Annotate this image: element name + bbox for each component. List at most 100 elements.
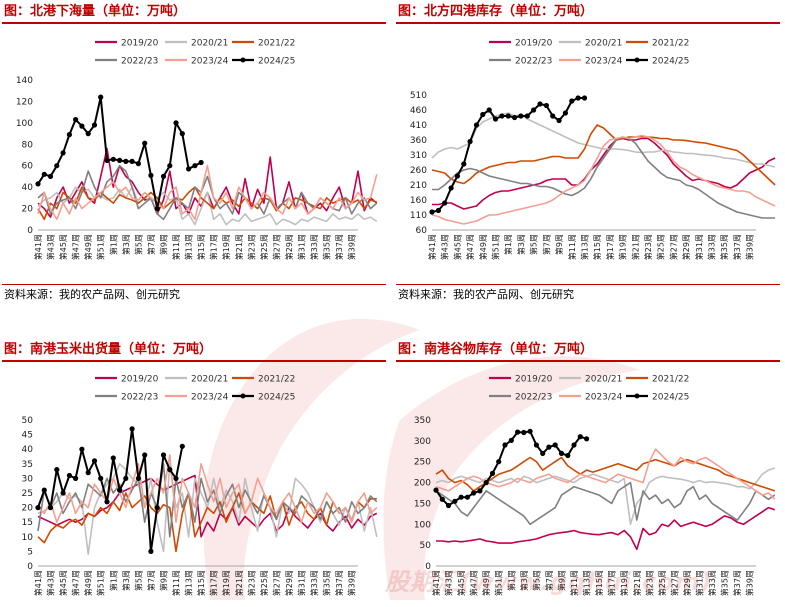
data-point [489, 470, 496, 476]
x-tick-label: 第39周 [745, 570, 755, 596]
data-point [54, 163, 60, 169]
legend-entry-2024-25: 2024/25 [232, 393, 295, 403]
x-tick-label: 第9周 [556, 570, 566, 591]
legend-label: 2024/25 [652, 57, 689, 67]
x-tick-label: 第29周 [682, 570, 692, 596]
x-tick-label: 第29周 [284, 234, 294, 260]
data-point [73, 475, 79, 481]
x-tick-label: 第37周 [334, 570, 344, 596]
legend-label: 2019/20 [515, 39, 553, 49]
series-line-2019-20 [436, 506, 776, 551]
x-tick-label: 第21周 [234, 570, 244, 596]
data-point [60, 150, 66, 156]
data-point [527, 428, 533, 434]
data-point [79, 446, 85, 452]
legend-entry-2019-20: 2019/20 [95, 39, 159, 49]
data-point [104, 499, 110, 505]
x-tick-label: 第31周 [695, 570, 705, 596]
x-tick-label: 第17周 [607, 570, 617, 596]
data-point [429, 209, 435, 215]
x-tick-label: 第11周 [569, 570, 579, 596]
x-tick-label: 第27周 [271, 570, 281, 596]
data-point [35, 505, 41, 511]
title-rule [396, 360, 780, 362]
data-point [66, 132, 72, 138]
legend-label: 2020/21 [585, 39, 622, 49]
y-tick-label: 250 [414, 458, 431, 468]
x-tick-label: 第51周 [494, 570, 504, 596]
data-point [499, 113, 505, 119]
data-point [439, 496, 445, 502]
data-point [477, 488, 483, 494]
series-line-2023-24 [431, 134, 776, 225]
x-tick-label: 第13周 [579, 234, 589, 260]
data-point [581, 95, 588, 101]
chart-title-south-port-corn-shipments: 图：南港玉米出货量（单位：万吨） [4, 342, 213, 357]
series-line-2023-24 [37, 164, 378, 221]
x-tick-label: 第29周 [681, 234, 691, 260]
x-tick-label: 第35周 [720, 570, 730, 596]
x-tick-label: 第25周 [259, 570, 269, 596]
x-tick-label: 第27周 [271, 234, 281, 260]
legend-label: 2021/22 [258, 375, 295, 385]
data-point [85, 470, 91, 476]
data-point [550, 113, 556, 119]
legend-entry-2019-20: 2019/20 [489, 39, 553, 49]
x-tick-label: 第23周 [246, 570, 256, 596]
y-tick-label: 10 [22, 533, 34, 543]
legend-entry-2024-25: 2024/25 [626, 393, 689, 403]
chart-north-port-shipments: 2019/20 2020/21 2021/22 2022/23 2023/24 2024/… [16, 39, 378, 260]
x-tick-label: 第35周 [322, 570, 332, 596]
data-point [98, 94, 104, 100]
legend-entry-2023-24: 2023/24 [559, 57, 623, 67]
data-point [60, 490, 66, 496]
x-tick-label: 第3周 [516, 234, 526, 255]
y-tick-label: 360 [410, 136, 427, 146]
x-tick-label: 第25周 [259, 234, 269, 260]
x-tick-label: 第23周 [246, 234, 256, 260]
x-tick-label: 第33周 [309, 234, 319, 260]
x-tick-label: 第11周 [171, 234, 181, 260]
x-tick-label: 第51周 [96, 234, 106, 260]
legend-entry-2022-23: 2022/23 [95, 57, 158, 67]
x-tick-label: 第37周 [732, 234, 742, 260]
data-point [508, 437, 514, 443]
legend-label: 2019/20 [121, 39, 159, 49]
data-point [186, 166, 192, 172]
x-tick-label: 第41周 [427, 234, 437, 260]
y-tick-label: 60 [22, 162, 34, 172]
legend-entry-2021-22: 2021/22 [626, 375, 689, 385]
source-rule [396, 284, 780, 285]
chart-title-north-port-shipments: 图：北港下海量（单位：万吨） [4, 4, 187, 19]
x-tick-label: 第3周 [519, 570, 529, 591]
x-tick-label: 第13周 [582, 570, 592, 596]
series-line-2021-22 [37, 186, 378, 221]
data-point [148, 548, 154, 554]
series-line-2024-25 [37, 427, 184, 553]
data-point [129, 426, 135, 432]
series-line-2023-24 [37, 454, 378, 523]
y-tick-label: 410 [410, 121, 427, 131]
data-point [505, 113, 511, 119]
legend-entry-2022-23: 2022/23 [489, 393, 552, 403]
x-tick-label: 第41周 [33, 570, 43, 596]
data-point [552, 442, 558, 448]
legend-entry-2024-25: 2024/25 [232, 57, 295, 67]
x-tick-label: 第15周 [592, 234, 602, 260]
x-tick-label: 第11周 [567, 234, 577, 260]
series-line-2022-23 [432, 136, 776, 219]
x-tick-label: 第21周 [630, 234, 640, 260]
data-point [467, 138, 473, 145]
data-point [117, 487, 123, 493]
source-text: 资料来源：我的农产品网、创元研究 [398, 288, 574, 301]
data-point [192, 163, 198, 169]
data-point [85, 131, 91, 137]
data-point [433, 487, 439, 493]
data-point [577, 434, 583, 440]
x-tick-label: 第11周 [171, 570, 181, 596]
source-text: 资料来源：我的农产品网、创元研究 [4, 288, 180, 301]
x-tick-label: 第45周 [452, 234, 462, 260]
x-tick-label: 第1周 [108, 234, 118, 255]
x-tick-label: 第35周 [719, 234, 729, 260]
data-point [117, 157, 123, 163]
